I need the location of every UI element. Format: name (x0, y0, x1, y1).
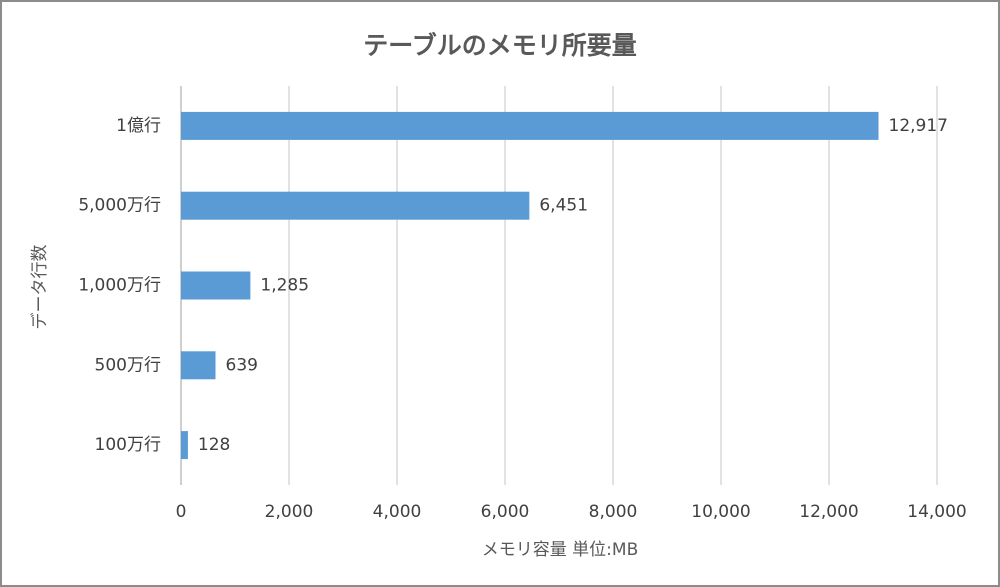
data-label: 1,285 (260, 276, 309, 296)
x-axis-title: メモリ容量 単位:MB (482, 540, 638, 560)
y-tick-label: 100万行 (95, 435, 161, 455)
y-tick-label: 1億行 (116, 116, 161, 136)
bar (181, 351, 216, 380)
y-tick-label: 5,000万行 (78, 196, 161, 216)
chart-title: テーブルのメモリ所要量 (363, 31, 637, 60)
grid: 0 2,000 4,000 6,000 8,000 10,000 12,000 14,000 (176, 86, 967, 522)
marks: 1億行 12,917 5,000万行 6,451 1,000万行 1,285 500万行 63… (78, 111, 948, 460)
bar (181, 271, 251, 300)
y-tick-label: 500万行 (95, 355, 161, 375)
x-tick-label: 0 (176, 502, 187, 522)
x-tick-label: 2,000 (265, 502, 314, 522)
x-tick-label: 12,000 (799, 502, 858, 522)
bar (181, 191, 530, 220)
data-label: 6,451 (539, 196, 588, 216)
y-tick-label: 1,000万行 (78, 276, 161, 296)
x-tick-label: 10,000 (691, 502, 750, 522)
y-axis-title: データ行数 (29, 245, 50, 330)
data-label: 128 (198, 435, 230, 455)
x-tick-label: 14,000 (907, 502, 966, 522)
data-label: 12,917 (889, 116, 948, 136)
data-label: 639 (226, 355, 258, 375)
bar (181, 431, 188, 460)
x-tick-label: 6,000 (481, 502, 530, 522)
x-tick-label: 8,000 (589, 502, 638, 522)
x-tick-label: 4,000 (373, 502, 422, 522)
bar (181, 111, 879, 140)
